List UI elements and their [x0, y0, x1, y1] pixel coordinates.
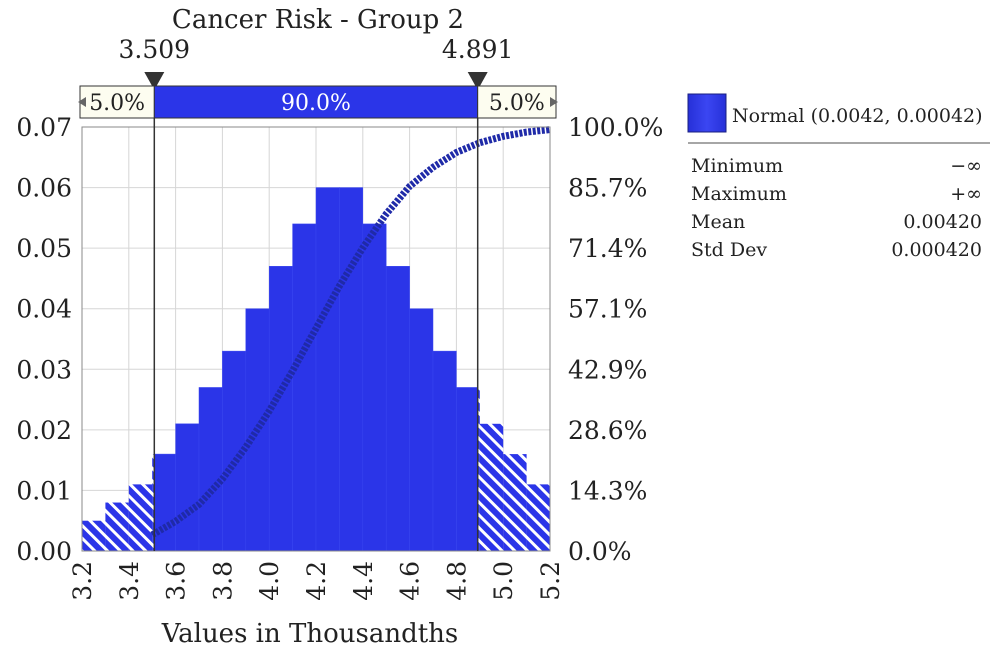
y2-tick-label: 42.9%: [568, 355, 647, 384]
x-tick-label: 5.2: [536, 561, 565, 601]
histogram-bar: [409, 308, 434, 552]
histogram-bar: [154, 453, 176, 552]
x-tick-label: 3.6: [162, 561, 191, 601]
stat-value: +∞: [950, 183, 982, 205]
arrow-left-icon: [78, 97, 86, 107]
x-tick-label: 3.2: [68, 561, 97, 601]
histogram-bar: [292, 223, 317, 552]
stat-value: 0.000420: [891, 239, 982, 261]
marker-label: 4.891: [442, 35, 514, 64]
x-tick-label: 4.6: [396, 561, 425, 601]
histogram-bar-tail: [82, 520, 106, 551]
histogram-bar-tail: [105, 502, 129, 551]
cdf-line: [150, 126, 551, 538]
stat-label: Minimum: [691, 155, 783, 177]
y-tick-label: 0.04: [16, 295, 72, 324]
x-tick-label: 4.2: [302, 561, 331, 601]
stat-value: 0.00420: [903, 211, 982, 233]
stats-table: Minimum −∞ Maximum +∞ Mean 0.00420 Std Dev 0.00…: [691, 155, 982, 261]
histogram-bars: [82, 187, 550, 552]
y2-tick-label: 71.4%: [568, 234, 647, 263]
x-axis-label: Values in Thousandths: [161, 619, 459, 649]
percent-bar-label: 5.0%: [489, 91, 545, 116]
legend-swatch: [687, 93, 727, 133]
histogram-bar: [198, 387, 223, 552]
percent-bar-label: 5.0%: [89, 91, 145, 116]
y-tick-label: 0.00: [16, 537, 72, 566]
histogram-bar: [315, 187, 340, 552]
y-tick-label: 0.05: [16, 234, 72, 263]
histogram-bar-tail: [128, 484, 153, 551]
legend: Normal (0.0042, 0.00042): [687, 93, 990, 144]
percent-bar: 5.0% 90.0% 5.0%: [78, 85, 558, 119]
marker-triangle[interactable]: [467, 72, 488, 90]
x-axis-ticks: 3.2 3.4 3.6 3.8 4.0 4.2 4.4 4.6 4.8 5.0 5.2: [68, 561, 565, 601]
delimiter-markers[interactable]: 3.509 4.891: [119, 35, 514, 551]
y2-tick-label: 57.1%: [568, 295, 647, 324]
histogram-bar-tail: [526, 484, 550, 551]
y-tick-label: 0.01: [16, 476, 72, 505]
histogram-bar: [362, 223, 387, 552]
histogram-bar: [222, 350, 247, 552]
histogram-bar: [385, 266, 410, 552]
histogram-bar: [432, 350, 457, 552]
x-tick-label: 4.4: [349, 561, 378, 601]
y2-tick-label: 100.0%: [568, 113, 663, 142]
histogram-bar-tail: [477, 387, 480, 551]
y2-tick-label: 28.6%: [568, 416, 647, 445]
y-axis-ticks: 0.00 0.01 0.02 0.03 0.04 0.05 0.06 0.07: [16, 113, 72, 566]
histogram-bar-tail: [152, 454, 155, 551]
arrow-right-icon: [550, 97, 558, 107]
y2-tick-label: 85.7%: [568, 174, 647, 203]
marker-triangle[interactable]: [144, 72, 165, 90]
x-tick-label: 5.0: [489, 561, 518, 601]
histogram-bar: [339, 187, 364, 552]
legend-label: Normal (0.0042, 0.00042): [732, 105, 983, 127]
chart-title: Cancer Risk - Group 2: [172, 5, 464, 35]
histogram-bar: [175, 423, 200, 552]
stat-label: Mean: [691, 211, 745, 233]
x-tick-label: 3.8: [208, 561, 237, 601]
percent-bar-left: [79, 85, 155, 119]
x-tick-label: 4.0: [255, 561, 284, 601]
percent-bar-middle: [153, 85, 479, 119]
histogram-bar-tail: [479, 423, 504, 551]
plot-frame: [81, 126, 551, 552]
marker-label: 3.509: [119, 35, 191, 64]
percent-bar-right: [477, 85, 557, 119]
x-tick-label: 3.4: [115, 561, 144, 601]
y-tick-label: 0.06: [16, 174, 72, 203]
y-tick-label: 0.02: [16, 416, 72, 445]
y2-tick-label: 14.3%: [568, 476, 647, 505]
y2-axis-ticks: 0.0% 14.3% 28.6% 42.9% 57.1% 71.4% 85.7% 100.0%: [568, 113, 663, 566]
histogram-bar: [456, 387, 478, 552]
y-tick-label: 0.07: [16, 113, 72, 142]
stat-label: Maximum: [691, 183, 787, 205]
stat-label: Std Dev: [691, 239, 767, 261]
y2-tick-label: 0.0%: [568, 537, 632, 566]
y-tick-label: 0.03: [16, 355, 72, 384]
histogram-bar-tail: [503, 454, 527, 551]
percent-bar-label: 90.0%: [281, 91, 351, 116]
x-tick-label: 4.8: [442, 561, 471, 601]
stat-value: −∞: [950, 155, 982, 177]
